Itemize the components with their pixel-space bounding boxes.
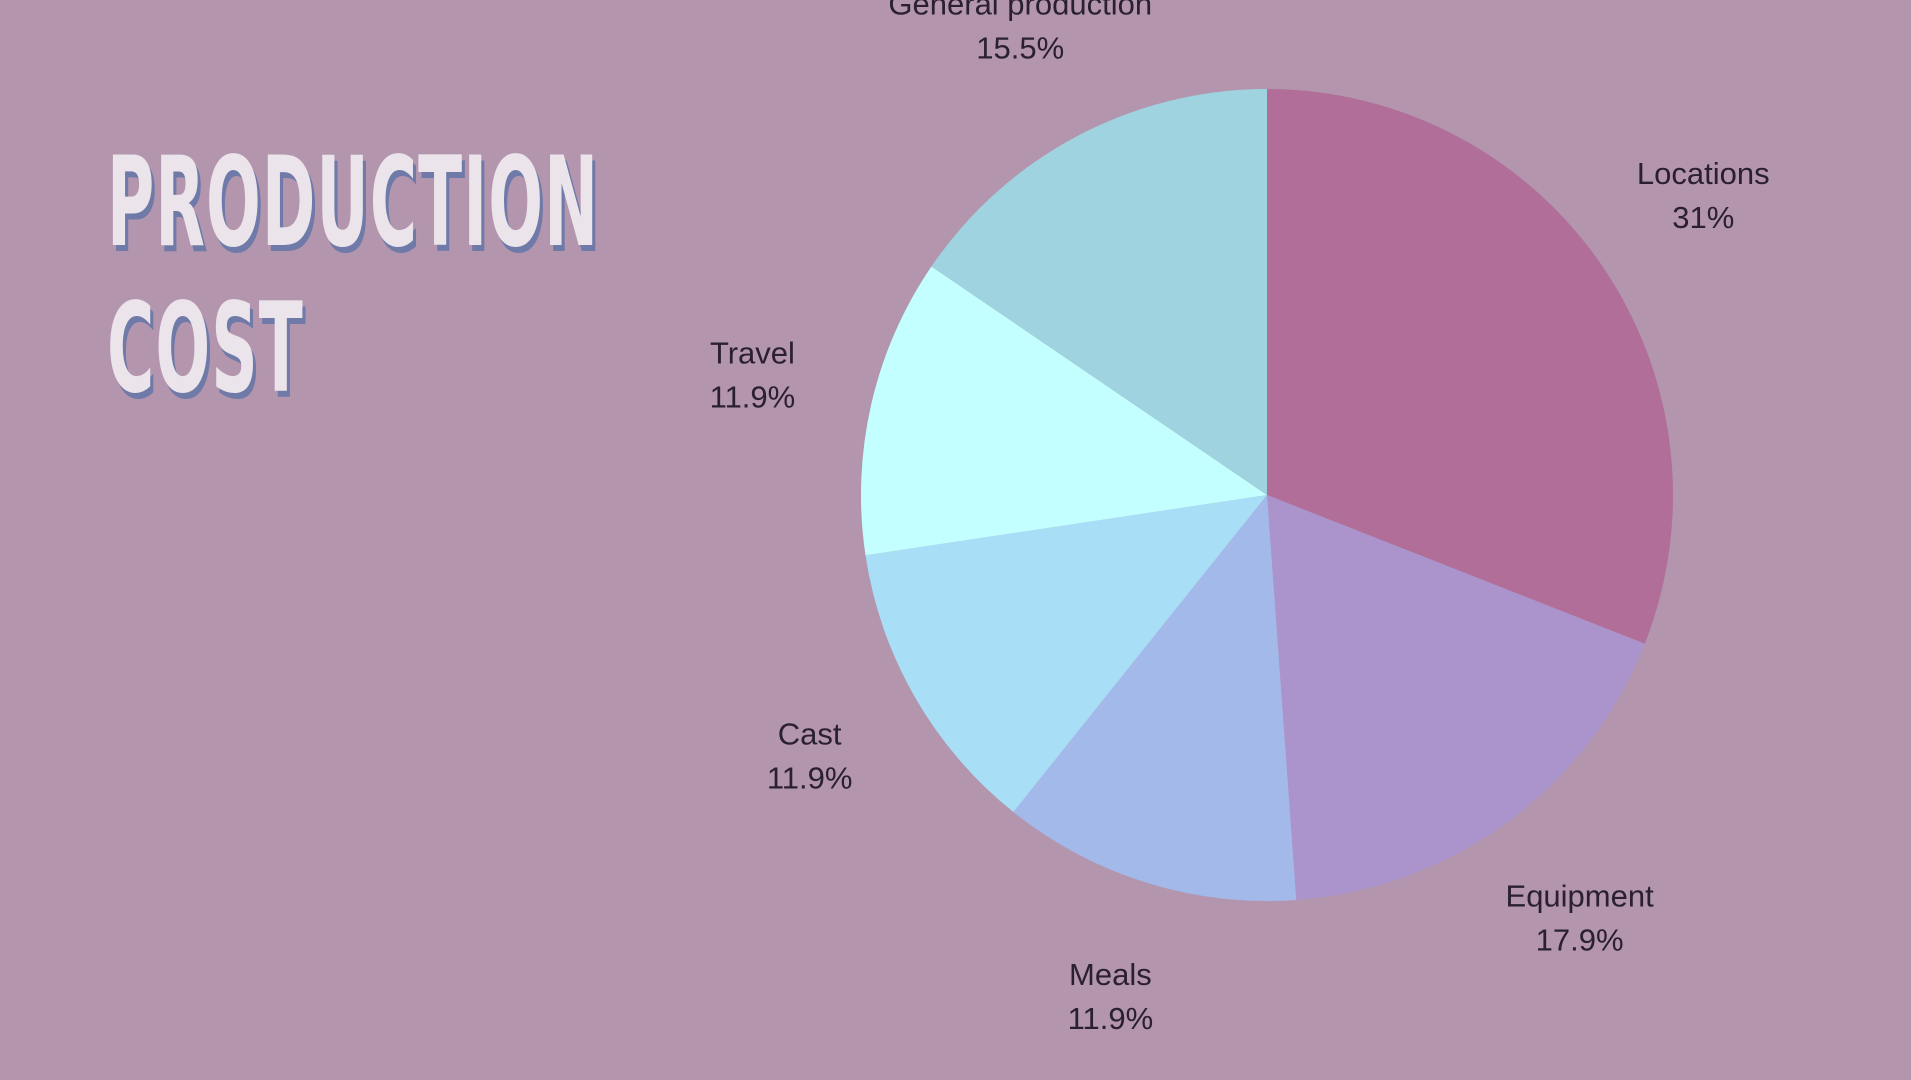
slice-value-label: 15.5%	[976, 31, 1064, 66]
slice-label: Locations	[1637, 156, 1770, 191]
slice-value-label: 11.9%	[767, 761, 853, 796]
pie-slice	[865, 495, 1267, 813]
slice-label: Cast	[778, 717, 842, 752]
pie-slice	[1267, 495, 1645, 900]
pie-slice	[861, 266, 1267, 556]
slice-value-label: 17.9%	[1536, 922, 1624, 957]
slice-label: Equipment	[1506, 878, 1655, 913]
chart-title: PRODUCTION COST	[107, 131, 600, 421]
slice-label: Travel	[710, 336, 795, 371]
slice-value-label: 11.9%	[1068, 1001, 1154, 1036]
slice-label: Meals	[1069, 957, 1152, 992]
pie-slice	[1267, 89, 1673, 644]
slice-label: General production	[888, 0, 1152, 22]
pie-slice	[931, 89, 1267, 495]
slice-value-label: 31%	[1672, 200, 1734, 235]
slice-value-label: 11.9%	[710, 380, 796, 415]
pie-slice	[1013, 495, 1297, 901]
